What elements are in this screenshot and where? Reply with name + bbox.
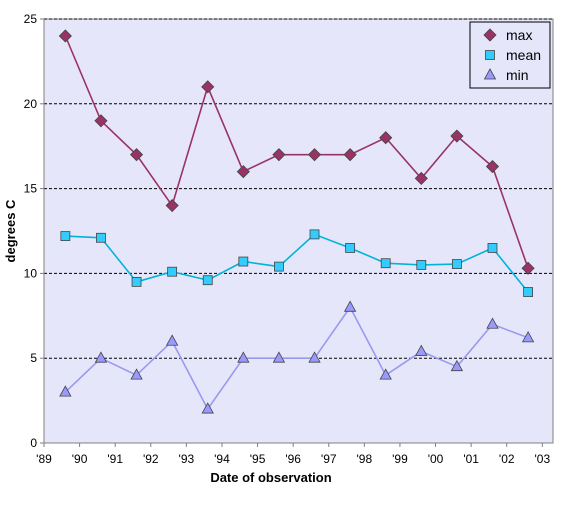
data-point-mean: [239, 257, 248, 266]
x-tick-label: '99: [392, 452, 408, 466]
y-axis-ticks: 0 5 10 15 20 25: [24, 12, 44, 450]
x-axis-title: Date of observation: [210, 470, 331, 485]
y-tick-label: 20: [24, 97, 38, 111]
x-tick-label: '01: [463, 452, 479, 466]
data-point-mean: [274, 262, 283, 271]
x-tick-label: '03: [535, 452, 551, 466]
data-point-mean: [203, 276, 212, 285]
legend: max mean min: [470, 22, 550, 88]
x-tick-label: '89: [36, 452, 52, 466]
data-point-mean: [346, 243, 355, 252]
x-tick-label: '90: [72, 452, 88, 466]
data-point-mean: [488, 243, 497, 252]
data-point-mean: [168, 267, 177, 276]
data-point-mean: [381, 259, 390, 268]
legend-label-max: max: [506, 27, 532, 43]
y-axis-title: degrees C: [3, 199, 18, 262]
x-tick-label: '91: [107, 452, 123, 466]
x-tick-label: '95: [250, 452, 266, 466]
x-axis-ticks: '89 '90 '91 '92 '93 '94 '95 '96 '97 '98 '99 '00 '01 '…: [36, 443, 550, 466]
data-point-mean: [96, 233, 105, 242]
legend-label-mean: mean: [506, 47, 541, 63]
x-tick-label: '02: [499, 452, 515, 466]
data-point-mean: [61, 232, 70, 241]
x-tick-label: '00: [428, 452, 444, 466]
x-tick-label: '93: [179, 452, 195, 466]
data-point-mean: [452, 260, 461, 269]
y-tick-label: 10: [24, 266, 38, 280]
data-point-mean: [132, 277, 141, 286]
y-tick-label: 0: [30, 436, 37, 450]
legend-marker-mean: [486, 51, 495, 60]
y-tick-label: 5: [30, 351, 37, 365]
x-tick-label: '98: [357, 452, 373, 466]
data-point-mean: [417, 260, 426, 269]
y-tick-label: 25: [24, 12, 38, 26]
data-point-mean: [310, 230, 319, 239]
y-tick-label: 15: [24, 182, 38, 196]
data-point-mean: [524, 288, 533, 297]
x-tick-label: '94: [214, 452, 230, 466]
legend-label-min: min: [506, 67, 529, 83]
x-tick-label: '92: [143, 452, 159, 466]
x-tick-label: '96: [285, 452, 301, 466]
x-tick-label: '97: [321, 452, 337, 466]
